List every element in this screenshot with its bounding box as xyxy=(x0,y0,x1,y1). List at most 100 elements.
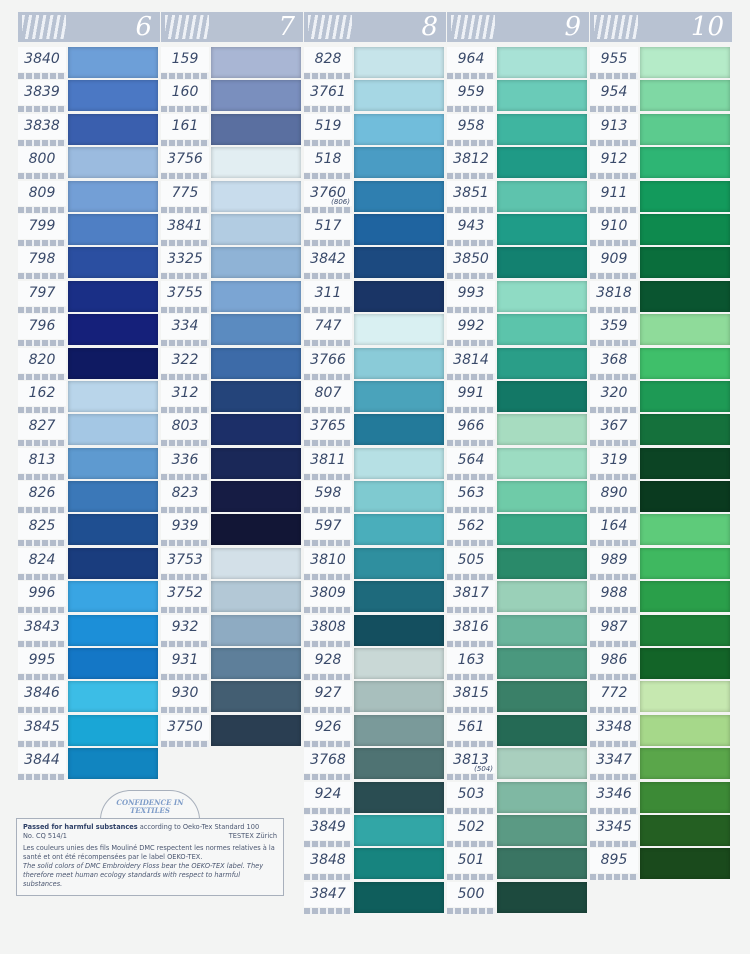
thread-swatch xyxy=(497,80,587,112)
marker-boxes xyxy=(304,640,352,647)
thread-row: 992 xyxy=(447,314,589,347)
thread-swatch xyxy=(497,213,587,245)
marker-boxes xyxy=(447,106,495,113)
thread-swatch xyxy=(68,147,158,179)
marker-boxes xyxy=(161,139,209,146)
thread-swatch xyxy=(68,347,158,379)
code-text: 991 xyxy=(457,384,485,401)
thread-code: 501 xyxy=(447,848,495,874)
oeko-tex-logo: CONFIDENCE IN TEXTILES xyxy=(100,790,200,820)
marker-boxes xyxy=(447,373,495,380)
code-text: 164 xyxy=(600,518,628,535)
thread-code: 3816 xyxy=(447,614,495,640)
thread-row: 561 xyxy=(447,714,589,748)
code-text: 564 xyxy=(457,451,485,468)
marker-boxes xyxy=(590,840,638,847)
thread-row: 319 xyxy=(590,447,732,481)
thread-swatch xyxy=(354,347,444,379)
code-text: 3765 xyxy=(310,418,346,435)
code-text: 3810 xyxy=(310,551,346,568)
code-text: 809 xyxy=(28,184,56,201)
thread-code: 3817 xyxy=(447,581,495,607)
marker-boxes xyxy=(304,874,352,881)
thread-row: 823 xyxy=(161,481,303,514)
thread-row: 3846 xyxy=(18,681,160,714)
thread-row: 164 xyxy=(590,514,732,547)
marker-boxes xyxy=(447,206,495,213)
thread-swatch xyxy=(68,247,158,279)
thread-code: 955 xyxy=(590,47,638,72)
thread-code: 958 xyxy=(447,113,495,139)
thread-swatch xyxy=(354,514,444,546)
code-text: 3841 xyxy=(167,217,203,234)
thread-code: 924 xyxy=(304,781,352,807)
code-text: 162 xyxy=(28,384,56,401)
thread-row: 336 xyxy=(161,447,303,481)
thread-swatch xyxy=(68,380,158,412)
thread-code: 319 xyxy=(590,447,638,473)
thread-code: 3750 xyxy=(161,714,209,740)
thread-row: 955 xyxy=(590,47,732,80)
thread-code: 809 xyxy=(18,180,66,206)
marker-boxes xyxy=(304,707,352,714)
thread-swatch xyxy=(497,481,587,513)
thread-swatch xyxy=(640,380,730,412)
code-text: 3753 xyxy=(167,551,203,568)
thread-swatch xyxy=(354,614,444,646)
thread-swatch xyxy=(497,881,587,913)
marker-boxes xyxy=(18,573,66,580)
thread-row: 989 xyxy=(590,547,732,581)
thread-code: 3843 xyxy=(18,614,66,640)
thread-code: 913 xyxy=(590,113,638,139)
marker-boxes xyxy=(447,640,495,647)
marker-boxes xyxy=(590,607,638,614)
thread-swatch xyxy=(497,614,587,646)
marker-boxes xyxy=(161,540,209,547)
thread-code: 3765 xyxy=(304,414,352,440)
thread-row: 964 xyxy=(447,47,589,80)
code-text: 964 xyxy=(457,51,485,67)
thread-swatch xyxy=(497,814,587,846)
thread-code: 954 xyxy=(590,80,638,106)
thread-code: 517 xyxy=(304,213,352,239)
code-text: 747 xyxy=(314,318,342,335)
code-text: 3348 xyxy=(596,718,632,735)
code-text: 3842 xyxy=(310,251,346,268)
thread-swatch xyxy=(211,347,301,379)
thread-row: 3813 (504) xyxy=(447,748,589,781)
thread-swatch xyxy=(354,748,444,780)
thread-swatch xyxy=(354,113,444,145)
thread-code: 3842 xyxy=(304,247,352,273)
thread-code: 3760 (806) xyxy=(304,180,352,206)
thread-swatch xyxy=(497,447,587,479)
thread-code: 3815 xyxy=(447,681,495,707)
thread-code: 311 xyxy=(304,280,352,306)
marker-boxes xyxy=(18,73,66,79)
thread-swatch xyxy=(68,748,158,780)
thread-row: 3839 xyxy=(18,80,160,113)
code-text: 3847 xyxy=(310,885,346,902)
code-text: 3752 xyxy=(167,585,203,602)
thread-row: 826 xyxy=(18,481,160,514)
thread-code: 160 xyxy=(161,80,209,106)
thread-row: 3766 xyxy=(304,347,446,381)
marker-boxes xyxy=(447,139,495,146)
thread-swatch xyxy=(354,47,444,78)
code-text: 987 xyxy=(600,618,628,635)
thread-code: 3809 xyxy=(304,581,352,607)
code-text: 3766 xyxy=(310,351,346,368)
code-text: 3817 xyxy=(453,585,489,602)
thread-code: 3768 xyxy=(304,748,352,774)
code-text: 319 xyxy=(600,451,628,468)
thread-code: 959 xyxy=(447,80,495,106)
thread-code: 3347 xyxy=(590,748,638,774)
marker-boxes xyxy=(590,440,638,447)
marker-boxes xyxy=(304,840,352,847)
thread-code: 912 xyxy=(590,147,638,173)
code-text: 993 xyxy=(457,284,485,301)
thread-code: 3847 xyxy=(304,881,352,907)
thread-swatch xyxy=(640,648,730,680)
code-text: 368 xyxy=(600,351,628,368)
code-text: 3814 xyxy=(453,351,489,368)
thread-row: 824 xyxy=(18,547,160,581)
